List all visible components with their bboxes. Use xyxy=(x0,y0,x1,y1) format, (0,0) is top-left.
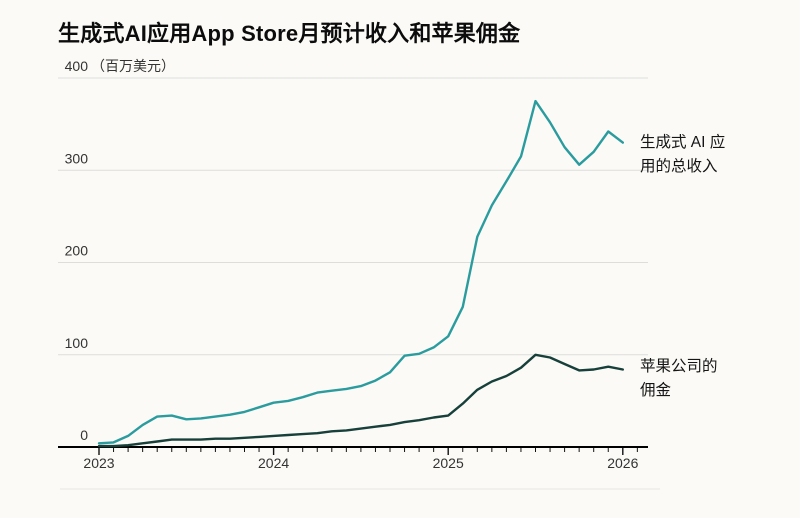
y-tick-label-100: 100 xyxy=(65,335,89,351)
commission-line xyxy=(97,353,624,448)
x-tick-label-2024: 2024 xyxy=(258,455,289,471)
annotation-commission-line: 苹果公司的 佣金 xyxy=(640,355,785,403)
gridlines xyxy=(58,77,648,356)
x-axis-ticks xyxy=(98,448,638,455)
annotation-commission-line-1: 苹果公司的 xyxy=(640,358,718,375)
y-tick-label-0: 0 xyxy=(80,427,88,443)
x-tick-label-2025: 2025 xyxy=(433,455,464,471)
annotation-revenue-line-2: 用的总收入 xyxy=(640,158,718,175)
annotation-commission-line-2: 佣金 xyxy=(640,382,672,399)
revenue-line xyxy=(97,99,624,445)
y-tick-label-300: 300 xyxy=(65,150,89,166)
y-tick-label-200: 200 xyxy=(65,243,89,259)
chart-title: 生成式AI应用App Store月预计收入和苹果佣金 xyxy=(58,21,521,46)
y-axis-unit-label: （百万美元） xyxy=(91,58,175,74)
x-tick-label-2026: 2026 xyxy=(607,455,638,471)
y-tick-label-400: 400 xyxy=(65,58,89,74)
annotation-revenue-line: 生成式 AI 应 用的总收入 xyxy=(640,131,785,179)
x-tick-label-2023: 2023 xyxy=(83,455,114,471)
annotation-revenue-line-1: 生成式 AI 应 xyxy=(640,134,726,151)
